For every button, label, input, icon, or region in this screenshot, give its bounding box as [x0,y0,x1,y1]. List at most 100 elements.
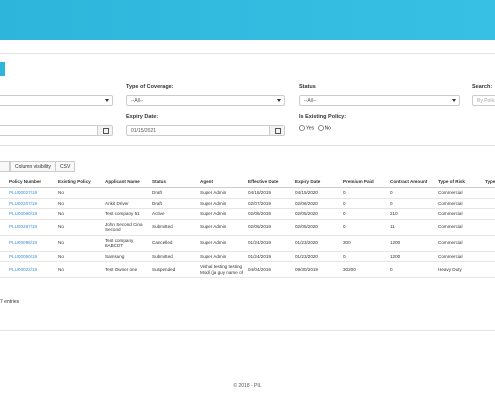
cell: 02/05/2020 [293,219,341,236]
radio-label: No [324,125,331,132]
cell [0,219,7,236]
date-value: 01/15/2021 [131,128,157,134]
cell: 210 [388,208,436,220]
cell [483,208,495,220]
cell: 30200 [341,261,388,278]
cell: 02/06/2019 [246,208,293,220]
header-cell: Effective Date [246,175,293,188]
cell [0,198,7,209]
header-cell: Status [150,175,198,188]
button[interactable]: Column visibility [10,161,56,172]
cell: 09/30/2019 [293,261,341,278]
cell: 0 [341,219,388,236]
cell: John Second Cina Second [103,219,150,236]
radio[interactable] [299,125,305,131]
header-cell: Existing Policy [56,175,103,188]
cell: No [56,235,103,252]
cell: Super Admin [198,235,246,252]
cell: Samsung [103,251,150,262]
divider [0,53,495,54]
cell: 1200 [388,235,436,252]
cell[interactable]: PLU00050/19 [7,251,56,262]
cell: Test Owner one [103,261,150,278]
date-input[interactable] [0,125,113,136]
cell: Commercial [436,251,483,262]
label: Status [299,84,316,90]
cell: 300 [341,235,388,252]
cell[interactable]: PLU00022/19 [7,261,56,278]
button[interactable]: CSV [55,161,76,172]
cell: No [56,261,103,278]
cell[interactable]: PLU00027/19 [7,187,56,199]
cell: Draft [150,198,198,209]
table-row: PLU00098/19 No Test company 8ABCDT Cancelle… [0,235,495,252]
cell: Ankit Driver [103,198,150,209]
footer: © 2018 - PIL [233,383,262,389]
cell: 0 [341,251,388,262]
cell[interactable]: PLU00080/19 [7,208,56,220]
cell: Active [150,208,198,220]
cell: No [56,198,103,209]
cell: 02/06/2020 [293,198,341,209]
cell: Super Admin [198,198,246,209]
cell [0,235,7,252]
cell: 02/06/2019 [246,219,293,236]
cell[interactable]: PLU00267/19 [7,219,56,236]
search-input[interactable]: By Policy [472,95,495,106]
cell [103,187,150,199]
cell: Commercial [436,198,483,209]
cell [0,187,7,199]
cell: 0 [388,261,436,278]
cell: 04/15/2020 [293,187,341,199]
cell: 04/04/2019 [246,261,293,278]
table-row: PLU00267/19 No John Second Cina Second Subm… [0,219,495,236]
cell: 0 [388,187,436,199]
header-cell: Type [483,175,495,188]
cell: Suspended [150,261,198,278]
data-table: Policy Number Existing Policy Applicant Na… [0,175,495,278]
cell: 01/24/2019 [246,251,293,262]
cell [483,198,495,209]
cell: Commercial [436,208,483,220]
header-cell: Applicant Name [103,175,150,188]
cell: 1200 [388,251,436,262]
cell: Commercial [436,187,483,199]
cell [483,251,495,262]
cell: Commercial [436,235,483,252]
cell [483,219,495,236]
button[interactable] [0,62,5,76]
radio[interactable] [317,125,324,131]
radio-group: Yes No [299,125,331,131]
cell: Draft [150,187,198,199]
cell: 02/07/2019 [246,198,293,209]
cell: 0 [388,198,436,209]
cell [0,251,7,262]
cell[interactable]: PLU00207/19 [7,198,56,209]
label: Search: [472,84,493,90]
cell[interactable]: PLU00098/19 [7,235,56,252]
cell: Super Admin [198,208,246,220]
date-input[interactable]: 01/15/2021 [126,125,285,136]
cell: Submitted [150,219,198,236]
select[interactable]: --All-- [299,95,460,106]
label: Type of Coverage: [126,84,174,90]
select[interactable]: --All-- [126,95,285,106]
radio-label: Yes [306,125,315,132]
select[interactable] [0,95,113,106]
cell [483,235,495,252]
cell: 11 [388,219,436,236]
label: Is Existing Policy: [299,114,347,120]
header-cell: Agent [198,175,246,188]
button[interactable] [0,161,10,172]
cell [483,261,495,278]
cell: No [56,251,103,262]
cell: Cancelled [150,235,198,252]
cell [0,261,7,278]
cell: Heavy Duty [436,261,483,278]
header-cell [0,175,7,188]
cell: Super Admin [198,187,246,199]
cell: Submitted [150,251,198,262]
cell: No [56,208,103,220]
table-row: PLU00207/19 No Ankit Driver Draft Super Admi… [0,198,495,209]
